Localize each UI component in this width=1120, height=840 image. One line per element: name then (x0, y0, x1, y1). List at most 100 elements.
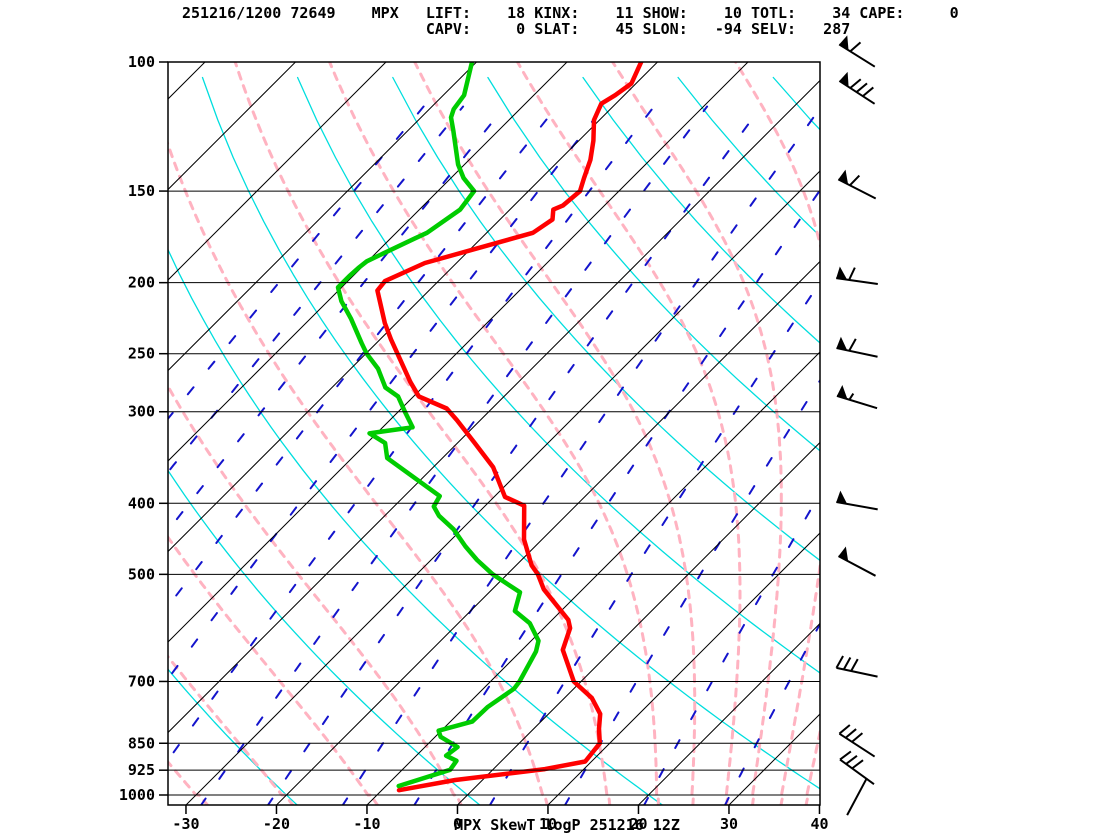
wind-barb (836, 490, 878, 511)
isotherm (819, 803, 820, 805)
wind-barb (846, 777, 868, 816)
moist-adiabat (328, 62, 660, 805)
barb-full (839, 750, 852, 761)
mixing-ratio-line (168, 105, 506, 533)
pressure-tick-label: 850 (128, 734, 155, 752)
wind-barb (837, 546, 877, 577)
barb-full (862, 86, 874, 97)
temperature-axis: -30 -20 -10 0 10 20 30 40 (172, 805, 829, 833)
mixing-ratio-line (168, 105, 605, 681)
mixing-ratio-lines (168, 105, 820, 805)
dry-adiabat-lines (168, 76, 820, 805)
temperature-tick-label: 40 (810, 815, 828, 833)
barb-pennant (836, 266, 848, 280)
wind-barb-column (835, 35, 878, 816)
wind-barb (837, 169, 877, 200)
isotherm (638, 622, 820, 805)
barb-full (848, 338, 857, 352)
isotherm (276, 260, 820, 805)
barb-pennant (838, 169, 849, 185)
temperature-tick-label: -20 (263, 815, 290, 833)
moist-adiabat (413, 62, 697, 805)
barb-full (851, 759, 864, 770)
pressure-tick-label: 400 (128, 494, 155, 512)
barb-full (850, 658, 859, 672)
pressure-tick-label: 925 (128, 761, 155, 779)
mixing-ratio-line (168, 105, 558, 608)
dry-adiabat (392, 76, 820, 562)
mixing-ratio-line (341, 106, 820, 805)
moist-adiabat-lines (168, 62, 820, 805)
pressure-axis: 100 150 200 250 300 400 500 700 850 925 1000 (119, 53, 168, 804)
wind-barb (838, 35, 876, 68)
barb-staff (836, 277, 878, 285)
barb-full (835, 655, 844, 669)
dry-adiabat (201, 76, 820, 790)
barb-staff (837, 555, 877, 577)
dewpoint-curve (335, 62, 541, 789)
barb-pennant (839, 35, 849, 51)
barb-full (855, 82, 868, 93)
mixing-ratio-line (723, 621, 820, 805)
barb-full (845, 728, 857, 739)
pressure-tick-label: 100 (128, 53, 155, 71)
chart-title: MPX SkewT logP 251216 12Z (454, 816, 680, 834)
moist-adiabat (168, 140, 549, 805)
barb-staff (839, 758, 875, 786)
barb-full (848, 267, 856, 281)
temperature-tick-label: 30 (720, 815, 738, 833)
header-line-1: 251216/1200 72649 MPX LIFT: 18 KINX: 11 … (182, 4, 959, 22)
dry-adiabat (296, 76, 820, 674)
dry-adiabat (168, 668, 299, 805)
barb-pennant (838, 546, 849, 562)
barb-staff (838, 732, 876, 758)
barb-staff (836, 394, 878, 410)
plot-frame (167, 61, 821, 806)
barb-full (849, 78, 862, 89)
isotherm (0, 62, 115, 805)
isotherm (168, 62, 477, 372)
barb-full (849, 41, 862, 53)
dry-adiabat (168, 248, 664, 805)
wind-barb (836, 266, 878, 285)
barb-pennant (836, 336, 848, 351)
mixing-ratio-line (488, 280, 820, 805)
moist-adiabat (168, 534, 380, 805)
wind-barb (835, 655, 878, 678)
isotherm (168, 62, 568, 462)
barb-full (842, 657, 852, 670)
pressure-tick-label: 700 (128, 672, 155, 690)
wind-barb (839, 750, 875, 786)
barb-pennant (836, 385, 848, 400)
temperature-curve (375, 62, 644, 793)
moist-adiabat (516, 62, 742, 805)
temperature-tick-label: -30 (172, 815, 199, 833)
wind-barb (838, 71, 876, 105)
dry-adiabat (772, 76, 820, 131)
barb-pennant (836, 490, 848, 504)
moist-adiabat (233, 62, 612, 805)
barb-full (849, 174, 861, 187)
wind-barb (838, 724, 876, 758)
barb-staff (846, 777, 868, 816)
barb-staff (836, 666, 878, 678)
pressure-tick-label: 500 (128, 565, 155, 583)
isotherm (168, 62, 206, 100)
mixing-ratio-line (199, 105, 709, 805)
temperature-tick-label: 0 (453, 815, 462, 833)
moist-adiabat (168, 383, 463, 805)
pressure-tick-label: 1000 (119, 786, 155, 804)
mixing-ratio-line (643, 491, 820, 805)
barb-pennant (839, 71, 849, 87)
moist-adiabat (611, 62, 783, 805)
pressure-tick-label: 200 (128, 274, 155, 292)
pressure-tick-label: 250 (128, 345, 155, 363)
barb-full (845, 754, 858, 765)
temperature-tick-label: 10 (539, 815, 557, 833)
barb-full (838, 724, 851, 735)
barb-staff (838, 43, 876, 68)
pressure-tick-label: 300 (128, 403, 155, 421)
wind-barb (836, 385, 878, 410)
